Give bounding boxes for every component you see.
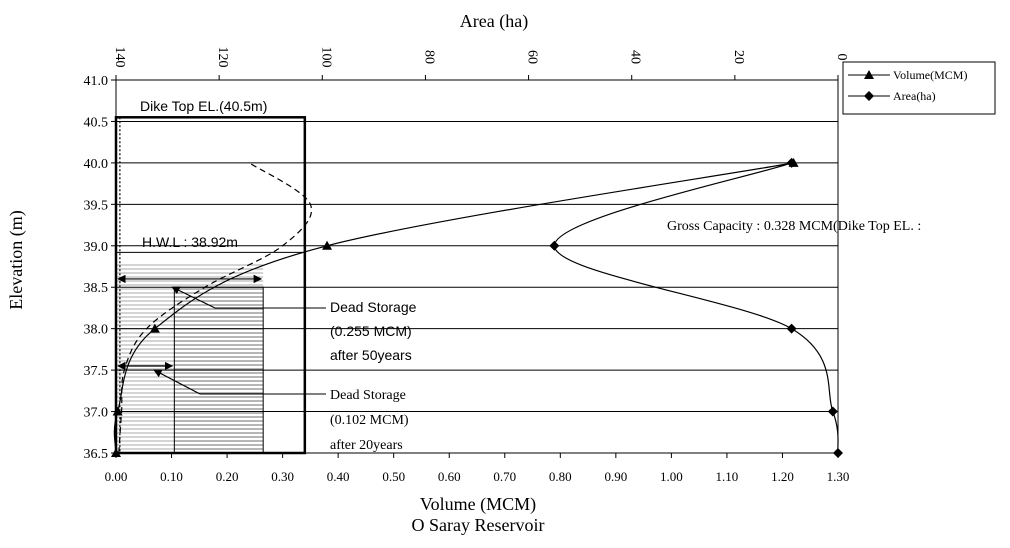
area-point-0 bbox=[786, 157, 797, 168]
dead-20-leader-arrow bbox=[153, 369, 201, 395]
x2-tick-label-5: 40 bbox=[628, 50, 643, 64]
annotations bbox=[117, 274, 326, 395]
x-tick-label-1: 0.10 bbox=[160, 469, 183, 484]
y-tick-label-0: 36.5 bbox=[84, 447, 109, 462]
x-tick-label-0: 0.00 bbox=[105, 469, 128, 484]
volume-point-0 bbox=[111, 448, 121, 457]
y-axis-title: Elevation (m) bbox=[6, 210, 27, 309]
x-tick-label-6: 0.60 bbox=[438, 469, 461, 484]
legend-area-marker bbox=[864, 91, 874, 101]
volume-point-1 bbox=[112, 406, 123, 416]
x2-tick-label-0: 140 bbox=[112, 47, 127, 68]
volume-point-2 bbox=[149, 323, 160, 333]
gross-capacity-label: Gross Capacity : 0.328 MCM(Dike Top EL. … bbox=[667, 219, 921, 234]
area-line bbox=[553, 162, 839, 454]
dead-storage-20-period: after 20years bbox=[330, 438, 403, 453]
x2-tick-label-7: 0 bbox=[834, 54, 849, 61]
x2-tick-label-1: 120 bbox=[215, 47, 230, 68]
dead-storage-20-value: (0.102 MCM) bbox=[330, 413, 409, 428]
dead-storage-50-title: Dead Storage bbox=[330, 299, 417, 315]
y-tick-label-2: 37.5 bbox=[84, 364, 109, 379]
y-tick-label-4: 38.5 bbox=[84, 281, 109, 296]
area-point-2 bbox=[786, 323, 797, 334]
x-tick-label-5: 0.50 bbox=[382, 469, 405, 484]
legend-volume-marker bbox=[864, 70, 874, 79]
x-axis-title: Volume (MCM) bbox=[420, 494, 536, 515]
dead-storage-20-title: Dead Storage bbox=[330, 388, 406, 403]
y-tick-label-8: 40.5 bbox=[84, 115, 109, 130]
plot-frame bbox=[115, 79, 839, 454]
legend-box bbox=[842, 61, 996, 115]
series-lines bbox=[111, 157, 843, 458]
volume-point-3 bbox=[322, 240, 333, 250]
x2-tick-label-6: 20 bbox=[731, 50, 746, 64]
x-tick-label-4: 0.40 bbox=[327, 469, 350, 484]
legend: Volume(MCM) Area(ha) bbox=[842, 61, 996, 115]
y-tick-label-5: 39.0 bbox=[84, 240, 109, 255]
x-tick-label-10: 1.00 bbox=[660, 469, 683, 484]
x2-axis-title: Area (ha) bbox=[460, 11, 528, 32]
area-point-1 bbox=[549, 240, 560, 251]
x-tick-label-2: 0.20 bbox=[216, 469, 239, 484]
x-tick-label-12: 1.20 bbox=[771, 469, 794, 484]
x-tick-label-13: 1.30 bbox=[827, 469, 850, 484]
dead-50-leader-arrow bbox=[171, 286, 216, 309]
x2-tick-label-4: 60 bbox=[525, 50, 540, 64]
dike-top-label: Dike Top EL.(40.5m) bbox=[140, 98, 267, 114]
x2-tick-label-3: 80 bbox=[421, 50, 436, 64]
y-tick-label-6: 39.5 bbox=[84, 198, 109, 213]
storage-zones bbox=[114, 116, 307, 455]
grid-lines bbox=[116, 120, 838, 413]
legend-area-label: Area(ha) bbox=[893, 89, 936, 103]
x-tick-label-3: 0.30 bbox=[271, 469, 294, 484]
y-tick-label-1: 37.0 bbox=[84, 406, 109, 421]
dead-storage-50-period: after 50years bbox=[330, 347, 412, 363]
area-point-3 bbox=[827, 406, 838, 417]
y-tick-label-7: 40.0 bbox=[84, 157, 109, 172]
area-point-4 bbox=[833, 448, 843, 458]
y-tick-label-9: 41.0 bbox=[84, 74, 109, 89]
x-tick-label-7: 0.70 bbox=[493, 469, 516, 484]
axes: 36.5 37.0 37.5 38.0 38.5 39.0 39.5 40.0 40.5 41.0… bbox=[84, 47, 850, 485]
y-tick-label-3: 38.0 bbox=[84, 323, 109, 338]
x2-tick-label-2: 100 bbox=[318, 47, 333, 68]
dead-storage-50-value: (0.255 MCM) bbox=[330, 323, 412, 339]
x-tick-label-11: 1.10 bbox=[716, 469, 739, 484]
x-tick-label-8: 0.80 bbox=[549, 469, 572, 484]
hwl-label: H.W.L : 38.92m bbox=[142, 234, 238, 250]
x-tick-label-9: 0.90 bbox=[604, 469, 627, 484]
chart-title: O Saray Reservoir bbox=[412, 515, 545, 535]
sediment-curve bbox=[118, 162, 313, 454]
legend-volume-label: Volume(MCM) bbox=[893, 68, 967, 82]
